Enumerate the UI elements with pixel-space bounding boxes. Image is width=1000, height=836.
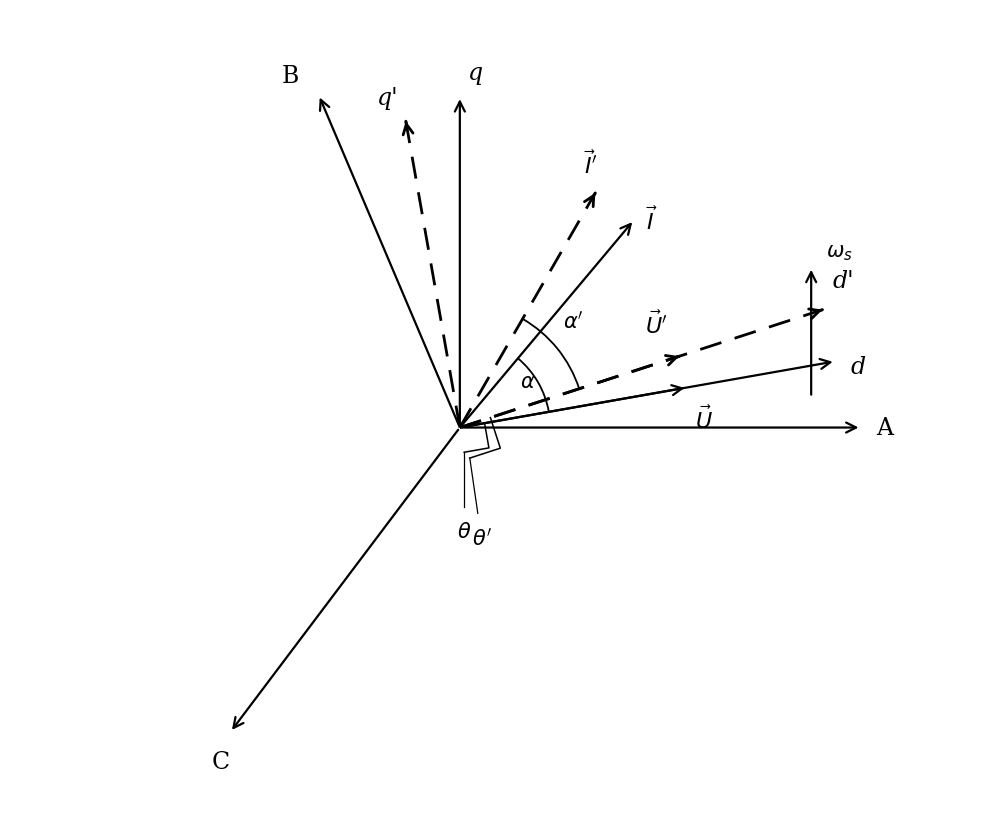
Text: q: q [468,62,483,85]
Text: B: B [281,65,299,88]
Text: C: C [211,751,229,773]
Text: $\omega_s$: $\omega_s$ [826,243,853,263]
Text: d': d' [833,269,854,293]
Text: $\theta'$: $\theta'$ [472,527,492,548]
Text: A: A [876,416,893,440]
Text: $\alpha'$: $\alpha'$ [563,310,583,332]
Text: d: d [851,355,866,379]
Text: $\vec{U}'$: $\vec{U}'$ [645,312,667,339]
Text: $\vec{I}'$: $\vec{I}'$ [584,151,597,179]
Text: $\alpha$: $\alpha$ [520,373,535,392]
Text: q': q' [377,87,399,110]
Text: $\vec{U}$: $\vec{U}$ [695,406,713,433]
Text: $\vec{I}$: $\vec{I}$ [646,207,658,234]
Text: $\theta$: $\theta$ [457,521,471,541]
